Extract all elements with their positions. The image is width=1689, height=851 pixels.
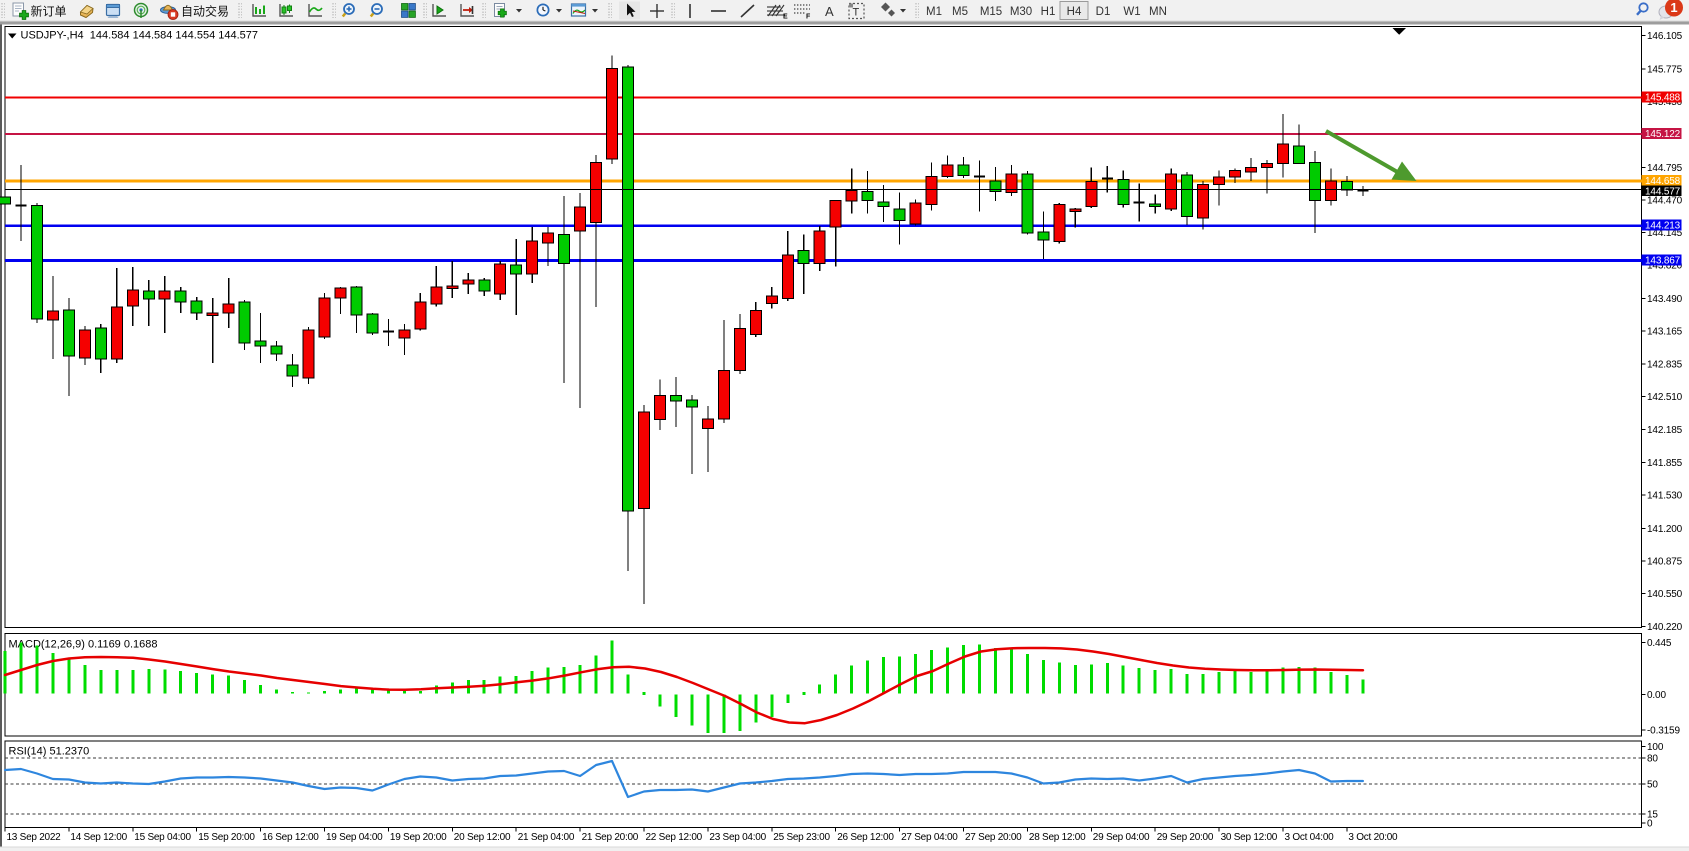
svg-text:USDJPY-,H4 144.584 144.584 14: USDJPY-,H4 144.584 144.584 144.554 144.5… <box>21 30 259 42</box>
svg-text:141.200: 141.200 <box>1647 524 1683 535</box>
svg-text:21 Sep 20:00: 21 Sep 20:00 <box>582 832 639 843</box>
svg-text:T: T <box>853 7 860 19</box>
svg-text:145.488: 145.488 <box>1645 92 1681 103</box>
svg-text:M5: M5 <box>952 6 968 18</box>
svg-text:3 Oct 20:00: 3 Oct 20:00 <box>1348 832 1398 843</box>
svg-text:145.775: 145.775 <box>1647 64 1683 75</box>
svg-text:140.550: 140.550 <box>1647 589 1683 600</box>
svg-text:21 Sep 04:00: 21 Sep 04:00 <box>518 832 575 843</box>
svg-text:-0.3159: -0.3159 <box>1647 726 1680 737</box>
svg-text:A: A <box>825 4 834 19</box>
svg-text:19 Sep 04:00: 19 Sep 04:00 <box>326 832 383 843</box>
svg-text:15: 15 <box>1647 809 1658 820</box>
svg-text:23 Sep 04:00: 23 Sep 04:00 <box>709 832 766 843</box>
svg-text:142.185: 142.185 <box>1647 425 1683 436</box>
svg-text:F: F <box>806 14 811 21</box>
svg-text:143.867: 143.867 <box>1645 256 1681 267</box>
svg-text:M1: M1 <box>926 6 942 18</box>
svg-text:50: 50 <box>1647 779 1658 790</box>
svg-text:0.00: 0.00 <box>1647 690 1666 701</box>
svg-text:25 Sep 23:00: 25 Sep 23:00 <box>773 832 830 843</box>
svg-text:0.445: 0.445 <box>1647 638 1672 649</box>
svg-text:144.470: 144.470 <box>1647 195 1683 206</box>
svg-text:自动交易: 自动交易 <box>181 4 229 19</box>
svg-text:28 Sep 12:00: 28 Sep 12:00 <box>1029 832 1086 843</box>
svg-text:145.122: 145.122 <box>1645 129 1681 140</box>
svg-text:30 Sep 12:00: 30 Sep 12:00 <box>1221 832 1278 843</box>
svg-text:E: E <box>783 14 788 21</box>
svg-text:144.658: 144.658 <box>1645 176 1681 187</box>
svg-text:22 Sep 12:00: 22 Sep 12:00 <box>646 832 703 843</box>
svg-text:15 Sep 04:00: 15 Sep 04:00 <box>134 832 191 843</box>
svg-text:142.835: 142.835 <box>1647 360 1683 371</box>
svg-text:143.165: 143.165 <box>1647 327 1683 338</box>
svg-text:MN: MN <box>1149 6 1167 18</box>
svg-text:140.220: 140.220 <box>1647 622 1683 633</box>
svg-text:27 Sep 20:00: 27 Sep 20:00 <box>965 832 1022 843</box>
svg-text:0: 0 <box>1647 818 1653 829</box>
svg-text:145.450: 145.450 <box>1647 97 1683 108</box>
svg-text:29 Sep 04:00: 29 Sep 04:00 <box>1093 832 1150 843</box>
svg-text:H4: H4 <box>1067 6 1082 18</box>
svg-text:146.105: 146.105 <box>1647 31 1683 42</box>
svg-text:MACD(12,26,9) 0.1169 0.1688: MACD(12,26,9) 0.1169 0.1688 <box>9 639 158 651</box>
svg-text:141.530: 141.530 <box>1647 491 1683 502</box>
svg-text:144.145: 144.145 <box>1647 228 1683 239</box>
svg-text:26 Sep 12:00: 26 Sep 12:00 <box>837 832 894 843</box>
svg-text:15 Sep 20:00: 15 Sep 20:00 <box>198 832 255 843</box>
svg-text:3 Oct 04:00: 3 Oct 04:00 <box>1285 832 1335 843</box>
svg-text:140.875: 140.875 <box>1647 557 1683 568</box>
svg-text:29 Sep 20:00: 29 Sep 20:00 <box>1157 832 1214 843</box>
svg-text:144.577: 144.577 <box>1645 186 1681 197</box>
svg-text:16 Sep 12:00: 16 Sep 12:00 <box>262 832 319 843</box>
svg-text:144.795: 144.795 <box>1647 163 1683 174</box>
svg-text:20 Sep 12:00: 20 Sep 12:00 <box>454 832 511 843</box>
svg-text:144.213: 144.213 <box>1645 221 1681 232</box>
svg-text:1: 1 <box>1670 0 1677 15</box>
svg-text:13 Sep 2022: 13 Sep 2022 <box>7 832 62 843</box>
svg-text:141.855: 141.855 <box>1647 458 1683 469</box>
svg-text:RSI(14) 51.2370: RSI(14) 51.2370 <box>9 746 90 758</box>
svg-text:14 Sep 12:00: 14 Sep 12:00 <box>70 832 127 843</box>
svg-text:143.490: 143.490 <box>1647 294 1683 305</box>
svg-text:M15: M15 <box>980 6 1002 18</box>
svg-text:142.510: 142.510 <box>1647 392 1683 403</box>
svg-text:新订单: 新订单 <box>31 4 67 19</box>
svg-text:80: 80 <box>1647 753 1658 764</box>
svg-text:M30: M30 <box>1010 6 1032 18</box>
svg-text:W1: W1 <box>1123 6 1140 18</box>
svg-text:143.820: 143.820 <box>1647 261 1683 272</box>
svg-text:D1: D1 <box>1096 6 1111 18</box>
svg-text:H1: H1 <box>1041 6 1056 18</box>
svg-text:27 Sep 04:00: 27 Sep 04:00 <box>901 832 958 843</box>
svg-text:19 Sep 20:00: 19 Sep 20:00 <box>390 832 447 843</box>
svg-text:100: 100 <box>1647 742 1664 753</box>
